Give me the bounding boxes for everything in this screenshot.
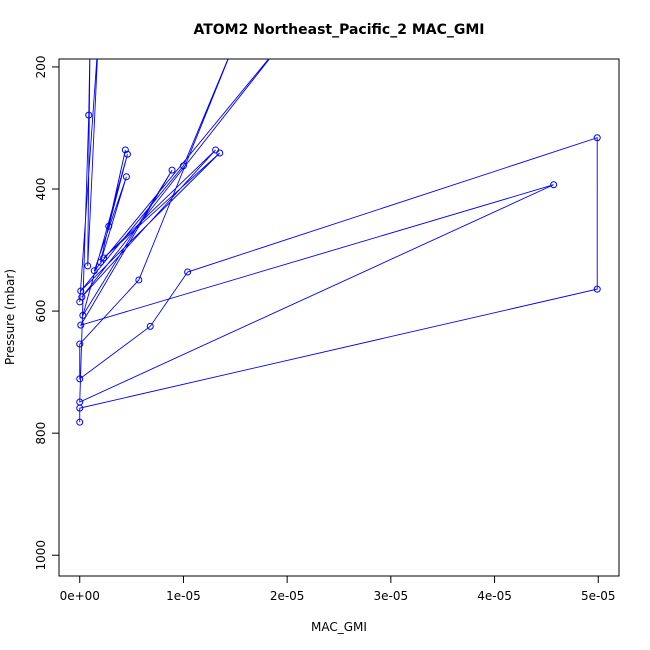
point (550, 181, 558, 189)
point (85, 111, 93, 119)
x-tick-label: 3e-05 (374, 589, 409, 603)
x-tick-label: 5e-05 (581, 589, 616, 603)
point (95, 33, 101, 39)
y-tick-label: 1000 (34, 540, 48, 571)
point (123, 150, 131, 158)
point (77, 321, 85, 329)
y-tick-label: 600 (34, 300, 48, 323)
x-tick-label: 0e+00 (60, 589, 100, 603)
x-axis-label: MAC_GMI (311, 620, 367, 634)
y-tick-label: 800 (34, 422, 48, 445)
plot-area (76, 33, 601, 426)
x-tick-label: 2e-05 (270, 589, 305, 603)
series-line (79, 59, 598, 423)
point (96, 258, 104, 266)
point (212, 146, 220, 154)
chart-title: ATOM2 Northeast_Pacific_2 MAC_GMI (193, 22, 484, 38)
point (121, 146, 129, 154)
y-tick-label: 200 (34, 55, 48, 78)
point (76, 398, 84, 406)
x-tick-label: 1e-05 (166, 589, 201, 603)
point (122, 173, 130, 181)
point (84, 262, 92, 270)
point (593, 134, 601, 142)
point (179, 162, 187, 170)
point (146, 322, 154, 330)
point (76, 340, 84, 348)
y-tick-label: 400 (34, 178, 48, 201)
point (76, 375, 84, 383)
point (76, 298, 84, 306)
point (135, 276, 143, 284)
point (76, 418, 84, 426)
point (593, 285, 601, 293)
plot-frame (58, 58, 620, 577)
point (87, 33, 93, 39)
point (184, 268, 192, 276)
point (105, 222, 113, 230)
point (90, 267, 98, 275)
y-axis-label: Pressure (mbar) (3, 269, 17, 365)
point (79, 311, 87, 319)
point (168, 166, 176, 174)
x-tick-label: 4e-05 (477, 589, 512, 603)
